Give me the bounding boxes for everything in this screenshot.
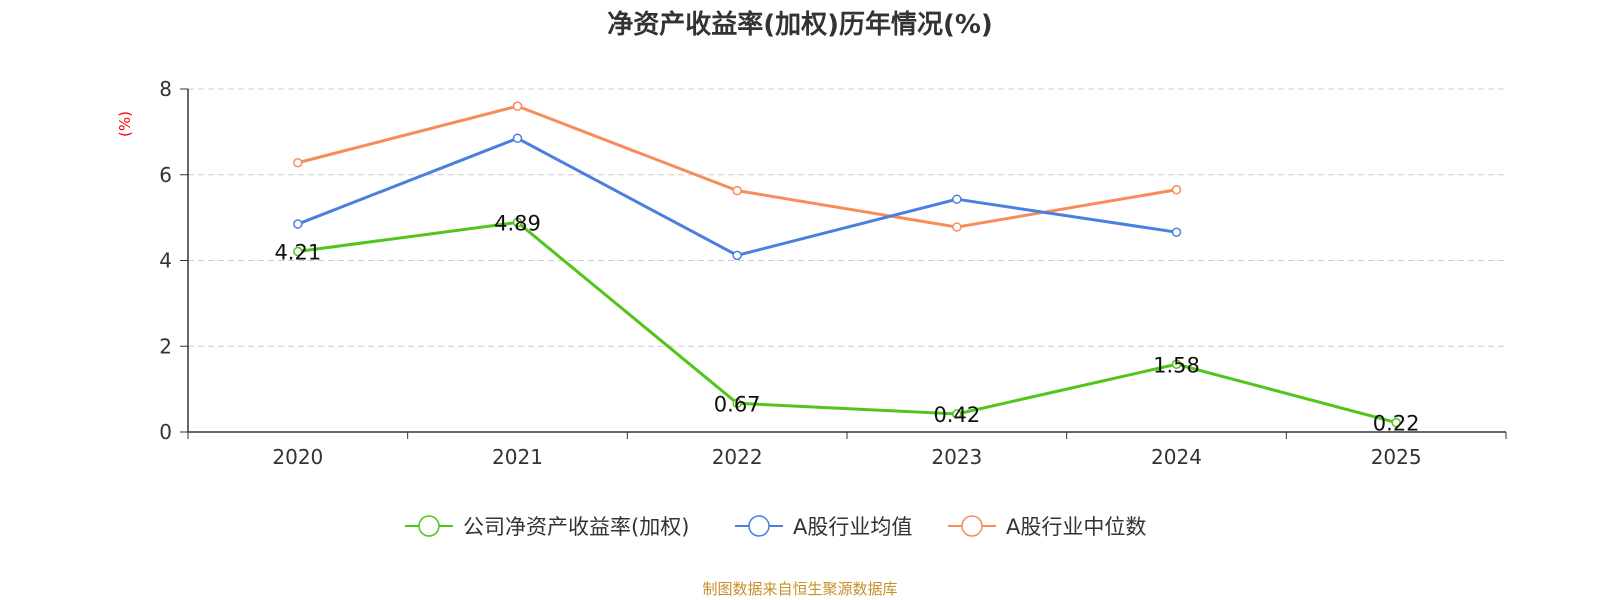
series-point-2: [732, 185, 742, 196]
legend-marker-1: [748, 515, 770, 537]
y-axis-label: (%): [116, 111, 134, 137]
series-point-2: [1171, 185, 1182, 195]
legend-marker-0: [418, 515, 440, 537]
chart-title: 净资产收益率(加权)历年情况(%): [607, 10, 993, 40]
data-label: 4.21: [274, 240, 321, 264]
series-line-1: [297, 136, 1177, 257]
data-label: 1.58: [1153, 353, 1200, 377]
series-point-0: [1171, 359, 1182, 370]
data-label: 4.89: [494, 211, 541, 235]
legend-label-0: 公司净资产收益率(加权): [463, 515, 689, 539]
series-line-2: [297, 104, 1177, 229]
x-tick-label: 2025: [1371, 445, 1422, 469]
series-line-0: [297, 220, 1397, 425]
data-label: 0.42: [933, 403, 980, 427]
data-label: 0.67: [714, 392, 761, 416]
legend-label-2: A股行业中位数: [1006, 515, 1146, 539]
series-point-2: [293, 157, 303, 168]
y-tick-label: 2: [159, 334, 172, 358]
series-point-2: [952, 222, 962, 232]
legend-label-1: A股行业均值: [793, 515, 912, 539]
y-tick-label: 6: [159, 163, 172, 187]
series-point-1: [732, 250, 742, 261]
series-point-0: [293, 246, 303, 257]
source-note: 制图数据来自恒生聚源数据库: [702, 580, 898, 598]
y-tick-label: 8: [159, 77, 172, 101]
series-point-1: [512, 133, 523, 144]
x-tick-label: 2021: [492, 445, 543, 469]
y-tick-label: 0: [159, 420, 172, 444]
series-point-0: [512, 217, 523, 228]
x-tick-label: 2024: [1151, 445, 1202, 469]
data-label: 0.22: [1373, 412, 1420, 436]
series-point-0: [732, 398, 742, 409]
series-point-1: [952, 194, 962, 204]
series-point-2: [512, 101, 523, 111]
series-point-0: [952, 409, 962, 419]
series-point-1: [1171, 227, 1182, 237]
y-tick-label: 4: [159, 249, 172, 273]
legend-marker-2: [961, 515, 983, 537]
x-tick-label: 2020: [272, 445, 323, 469]
series-point-1: [293, 219, 303, 229]
series-point-0: [1391, 417, 1401, 428]
x-tick-label: 2022: [712, 445, 763, 469]
x-tick-label: 2023: [931, 445, 982, 469]
